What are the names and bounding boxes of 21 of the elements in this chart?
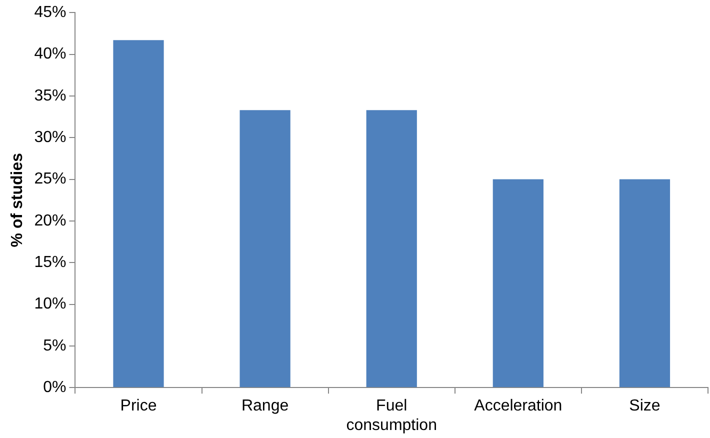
x-tick-label: Price <box>120 398 157 415</box>
bar <box>366 110 417 388</box>
x-tick-label: Acceleration <box>474 398 562 415</box>
y-tick-label: 45% <box>34 4 66 22</box>
y-axis-title: % of studies <box>9 152 26 248</box>
y-tick-label: 20% <box>34 212 66 230</box>
bar <box>240 110 290 388</box>
bar <box>113 40 164 388</box>
x-tick-label: Fuel consumption <box>346 398 437 434</box>
bar <box>619 179 670 388</box>
y-tick-label: 15% <box>34 254 66 272</box>
y-tick-label: 35% <box>34 87 66 104</box>
bar <box>492 179 544 388</box>
y-tick-label: 25% <box>34 170 66 188</box>
x-tick-label: Size <box>629 398 660 415</box>
y-tick-label: 0% <box>43 379 66 396</box>
x-tick-label: Range <box>241 398 289 415</box>
y-tick-label: 40% <box>34 46 66 63</box>
y-tick-label: 5% <box>43 337 66 354</box>
y-tick-label: 10% <box>34 296 66 313</box>
y-tick-label: 30% <box>34 129 66 146</box>
